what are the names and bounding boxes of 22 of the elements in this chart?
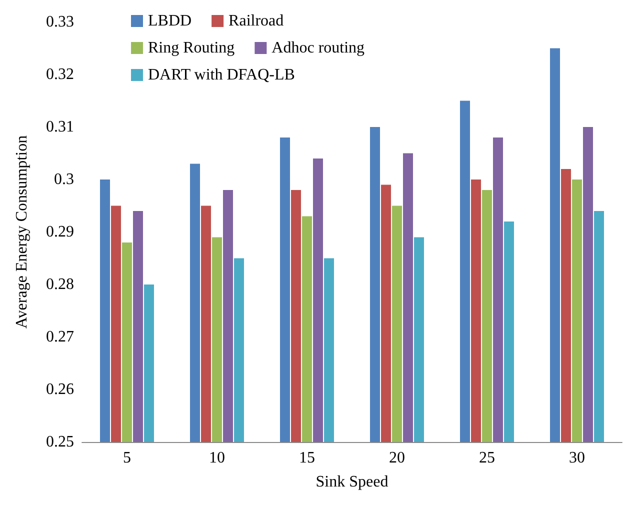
y-tick-label: 0.28 <box>46 276 74 293</box>
x-tick-label: 5 <box>123 450 131 466</box>
y-tick-label: 0.29 <box>46 224 74 240</box>
x-tick-label: 15 <box>299 450 315 466</box>
legend-label: Adhoc routing <box>272 40 365 56</box>
y-tick-label: 0.27 <box>46 328 74 346</box>
y-tick-label: 0.31 <box>46 118 74 136</box>
legend-label: Ring Routing <box>148 40 235 56</box>
x-tick-label: 30 <box>569 450 585 466</box>
y-tick-label: 0.26 <box>46 381 74 398</box>
legend-label: Railroad <box>228 12 284 30</box>
y-tick-label: 0.3 <box>54 171 74 188</box>
legend-label: DART with DFAQ-LB <box>148 66 295 84</box>
legend-label: LBDD <box>148 12 192 30</box>
x-axis-title: Sink Speed <box>316 474 388 490</box>
y-tick-label: 0.32 <box>46 66 74 83</box>
y-axis-title: Average Energy Consumption <box>14 135 30 329</box>
x-tick-label: 25 <box>479 450 495 466</box>
y-tick-label: 0.25 <box>46 434 74 450</box>
y-tick-label: 0.33 <box>46 14 74 30</box>
x-tick-label: 20 <box>389 450 405 466</box>
x-tick-label: 10 <box>209 450 225 466</box>
